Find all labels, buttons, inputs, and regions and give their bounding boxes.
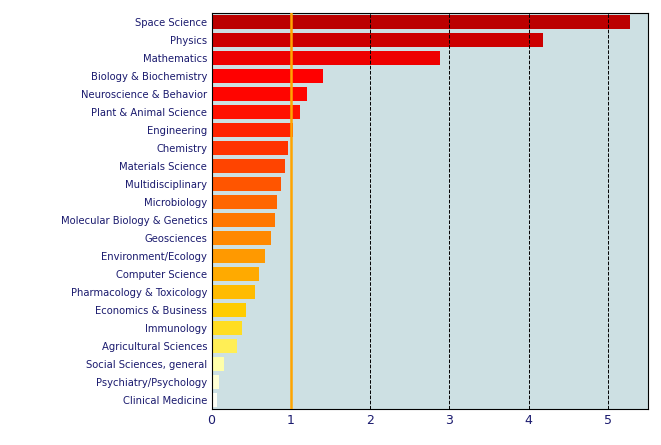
Bar	[212, 303, 246, 317]
Bar	[212, 321, 242, 336]
Bar	[212, 357, 224, 372]
Bar	[212, 159, 286, 174]
Bar	[212, 267, 259, 281]
Bar	[212, 285, 255, 299]
Bar	[212, 51, 440, 65]
Bar	[212, 87, 307, 101]
Bar	[212, 376, 219, 389]
Bar	[212, 69, 323, 83]
Bar	[212, 231, 271, 245]
Bar	[212, 105, 300, 119]
Bar	[212, 195, 278, 210]
Bar	[212, 123, 293, 138]
Bar	[212, 249, 266, 263]
Bar	[212, 340, 237, 353]
Bar	[212, 15, 631, 29]
Bar	[212, 213, 275, 227]
Bar	[212, 142, 288, 155]
Bar	[212, 33, 543, 47]
Bar	[212, 178, 280, 191]
Bar	[212, 393, 217, 408]
